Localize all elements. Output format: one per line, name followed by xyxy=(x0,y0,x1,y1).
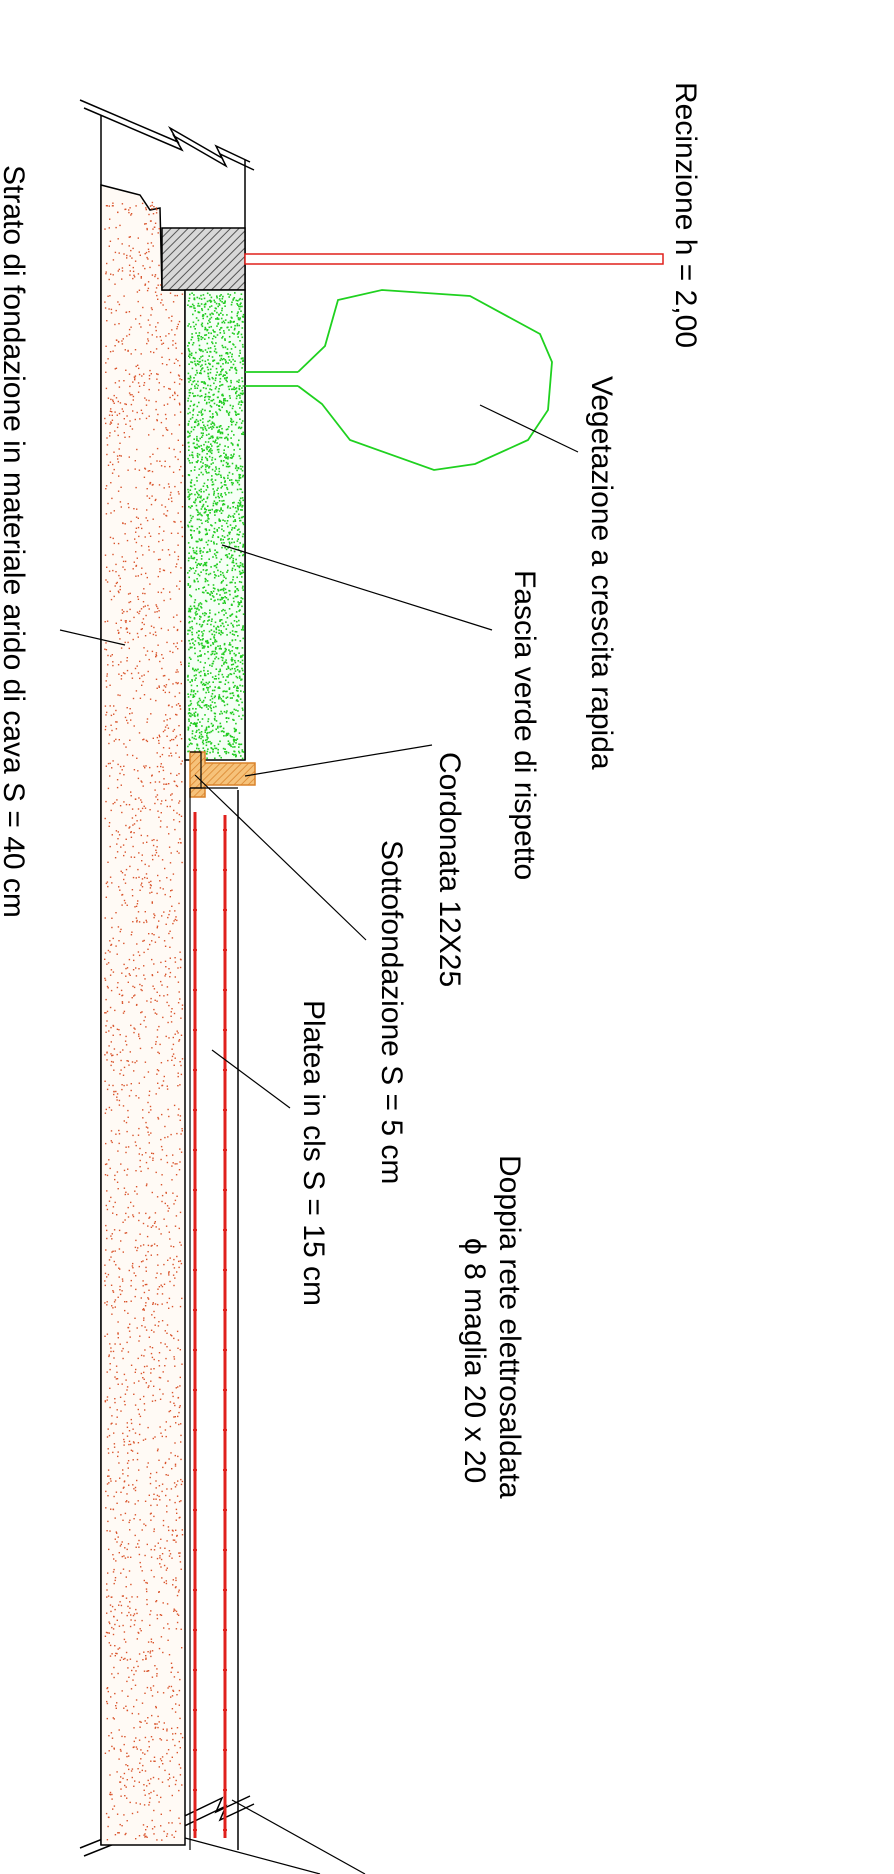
leader-lines xyxy=(59,404,579,1874)
rebar-mesh xyxy=(193,812,227,1838)
label-recinzione: Recinzione h = 2,00 xyxy=(669,82,702,348)
label-sottofondazione: Sottofondazione S = 5 cm xyxy=(375,840,408,1184)
green-dots xyxy=(187,292,245,760)
label-doppia-rete-2: ϕ 8 maglia 20 x 20 xyxy=(458,1238,491,1483)
vegetation-shape xyxy=(245,289,553,471)
label-vegetazione: Vegetazione a crescita rapida xyxy=(585,376,618,770)
break-line-top xyxy=(79,99,255,171)
label-cordonata: Cordonata 12X25 xyxy=(433,752,466,987)
label-platea: Platea in cls S = 15 cm xyxy=(297,1000,330,1306)
rebar-ticks xyxy=(193,829,227,1831)
label-fascia: Fascia verde di rispetto xyxy=(508,570,541,880)
fence-post xyxy=(244,253,664,265)
gravel-dots xyxy=(104,201,184,1841)
label-strato: Strato di fondazione in materiale arido … xyxy=(0,165,30,918)
label-doppia-rete-1: Doppia rete elettrosaldata xyxy=(493,1155,526,1499)
concrete-slab xyxy=(189,787,238,1850)
fence-base-block xyxy=(161,227,246,291)
